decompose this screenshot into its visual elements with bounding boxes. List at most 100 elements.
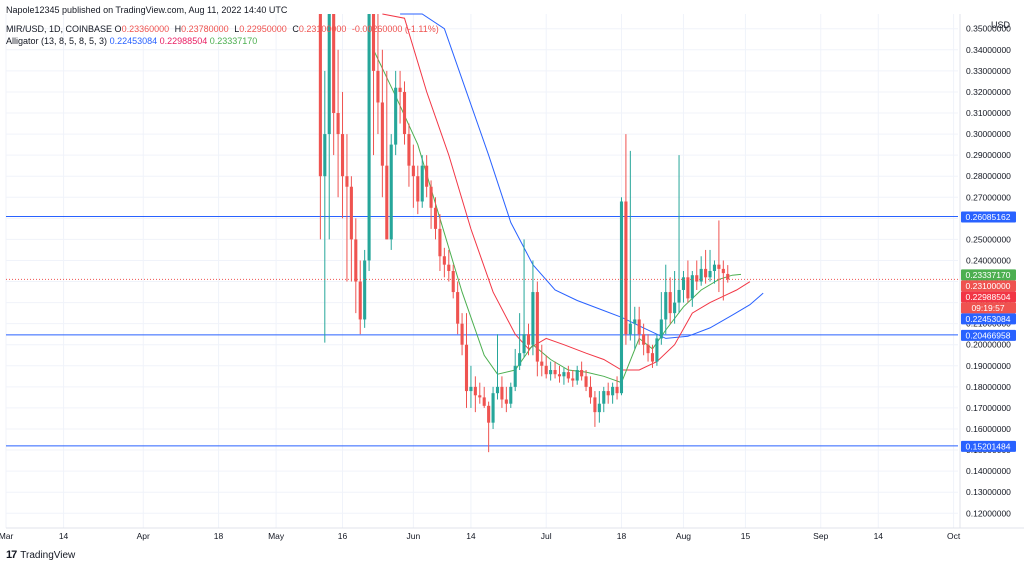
price-tag-label: 0.26085162 bbox=[966, 212, 1011, 222]
candle bbox=[407, 123, 411, 187]
candle bbox=[619, 197, 624, 396]
candle bbox=[553, 361, 557, 379]
candle bbox=[686, 260, 690, 303]
candle-body bbox=[712, 264, 717, 271]
candle-body bbox=[690, 275, 694, 299]
candle-body bbox=[659, 319, 663, 339]
alligator-title[interactable]: Alligator (13, 8, 5, 8, 5, 3) bbox=[6, 36, 108, 46]
candle bbox=[690, 271, 694, 307]
price-tag-label: 0.20466958 bbox=[966, 330, 1011, 340]
candle-body bbox=[619, 201, 624, 394]
candle-body bbox=[336, 113, 340, 135]
candle-body bbox=[380, 102, 384, 166]
candle bbox=[677, 155, 681, 314]
time-tick-label: 14 bbox=[59, 531, 69, 541]
candle bbox=[606, 382, 610, 404]
candle bbox=[469, 365, 473, 408]
close-value: 0.23100000 bbox=[298, 24, 347, 34]
candle-body bbox=[402, 91, 407, 135]
candle-body bbox=[500, 386, 504, 400]
price-tick-label: 0.25000000 bbox=[966, 234, 1011, 244]
candle bbox=[655, 334, 659, 366]
candle-body bbox=[513, 365, 517, 387]
alligator-teeth-value: 0.22988504 bbox=[159, 36, 208, 46]
price-tick-label: 0.20000000 bbox=[966, 340, 1011, 350]
candle bbox=[580, 361, 584, 381]
price-tick-label: 0.28000000 bbox=[966, 171, 1011, 181]
symbol-label[interactable]: MIR/USD, 1D, COINBASE bbox=[6, 24, 113, 34]
candle bbox=[557, 365, 562, 383]
candle-body bbox=[726, 273, 730, 280]
candle-body bbox=[580, 370, 584, 377]
high-label: H bbox=[174, 24, 182, 34]
candle bbox=[389, 134, 393, 250]
candle bbox=[562, 367, 566, 385]
candle bbox=[504, 386, 508, 413]
candle bbox=[456, 281, 460, 335]
tradingview-brand[interactable]: 17 TradingView bbox=[6, 549, 75, 561]
price-tick-label: 0.27000000 bbox=[966, 192, 1011, 202]
time-tick-label: May bbox=[268, 531, 285, 541]
candle-body bbox=[535, 292, 539, 362]
price-tick-label: 0.33000000 bbox=[966, 66, 1011, 76]
alligator-legend: Alligator (13, 8, 5, 8, 5, 3) 0.22453084… bbox=[6, 36, 257, 46]
time-axis[interactable]: Mar 14 Apr 18 May 16 Jun 14 Jul 18 Aug 15 Sep 14 Oct bbox=[0, 531, 961, 541]
candle-body bbox=[695, 275, 699, 282]
candle-body bbox=[323, 134, 327, 177]
candle bbox=[425, 155, 429, 198]
candle-body bbox=[518, 353, 522, 366]
candle-body bbox=[562, 372, 566, 377]
candle-body bbox=[522, 334, 526, 354]
candle-body bbox=[637, 319, 641, 335]
candle bbox=[642, 323, 646, 356]
candle-body bbox=[531, 292, 535, 345]
alligator-lips-value: 0.23337170 bbox=[209, 36, 258, 46]
candle bbox=[482, 386, 486, 408]
time-tick-label: 15 bbox=[741, 531, 751, 541]
candle bbox=[371, 14, 376, 156]
candle bbox=[429, 180, 433, 229]
candle-body bbox=[354, 239, 358, 282]
candle-body bbox=[553, 370, 557, 375]
candle-body bbox=[655, 338, 659, 362]
price-tick-label: 0.30000000 bbox=[966, 129, 1011, 139]
candle bbox=[637, 306, 641, 345]
candle-body bbox=[345, 176, 349, 187]
candle bbox=[464, 313, 469, 408]
price-tick-label: 0.17000000 bbox=[966, 403, 1011, 413]
price-tick-label: 0.24000000 bbox=[966, 255, 1011, 265]
candle-body bbox=[318, 14, 322, 177]
candle bbox=[345, 134, 349, 282]
price-tag-label: 0.22453084 bbox=[966, 314, 1011, 324]
candle bbox=[380, 49, 384, 198]
candle-body bbox=[487, 405, 491, 423]
candle bbox=[323, 70, 327, 343]
candle-body bbox=[495, 386, 500, 394]
candle bbox=[491, 386, 495, 429]
price-tag-label: 0.15201484 bbox=[966, 441, 1011, 451]
candle bbox=[602, 386, 606, 413]
time-tick-label: Jun bbox=[407, 531, 421, 541]
candle-body bbox=[624, 201, 628, 335]
candle bbox=[593, 391, 597, 427]
change-value: -0.00260000 (-1.11%) bbox=[351, 24, 439, 34]
price-tag-bg bbox=[961, 313, 1016, 325]
candle-body bbox=[407, 134, 411, 166]
candle-body bbox=[371, 14, 376, 71]
candle-body bbox=[544, 365, 548, 375]
price-tag-label: 0.22988504 bbox=[966, 292, 1011, 302]
price-tag: 0.15201484 bbox=[961, 440, 1016, 452]
high-value: 0.23780000 bbox=[181, 24, 229, 34]
candle-body bbox=[584, 376, 588, 387]
open-label: O bbox=[114, 24, 122, 34]
candle bbox=[336, 49, 340, 198]
candle-body bbox=[602, 391, 606, 404]
candle-body bbox=[681, 277, 686, 290]
candle-body bbox=[526, 334, 531, 345]
candle-body bbox=[717, 264, 721, 269]
price-tag: 0.20466958 bbox=[961, 329, 1016, 341]
open-value: 0.23360000 bbox=[121, 24, 170, 34]
candle-body bbox=[557, 374, 562, 377]
time-tick-label: Sep bbox=[813, 531, 828, 541]
